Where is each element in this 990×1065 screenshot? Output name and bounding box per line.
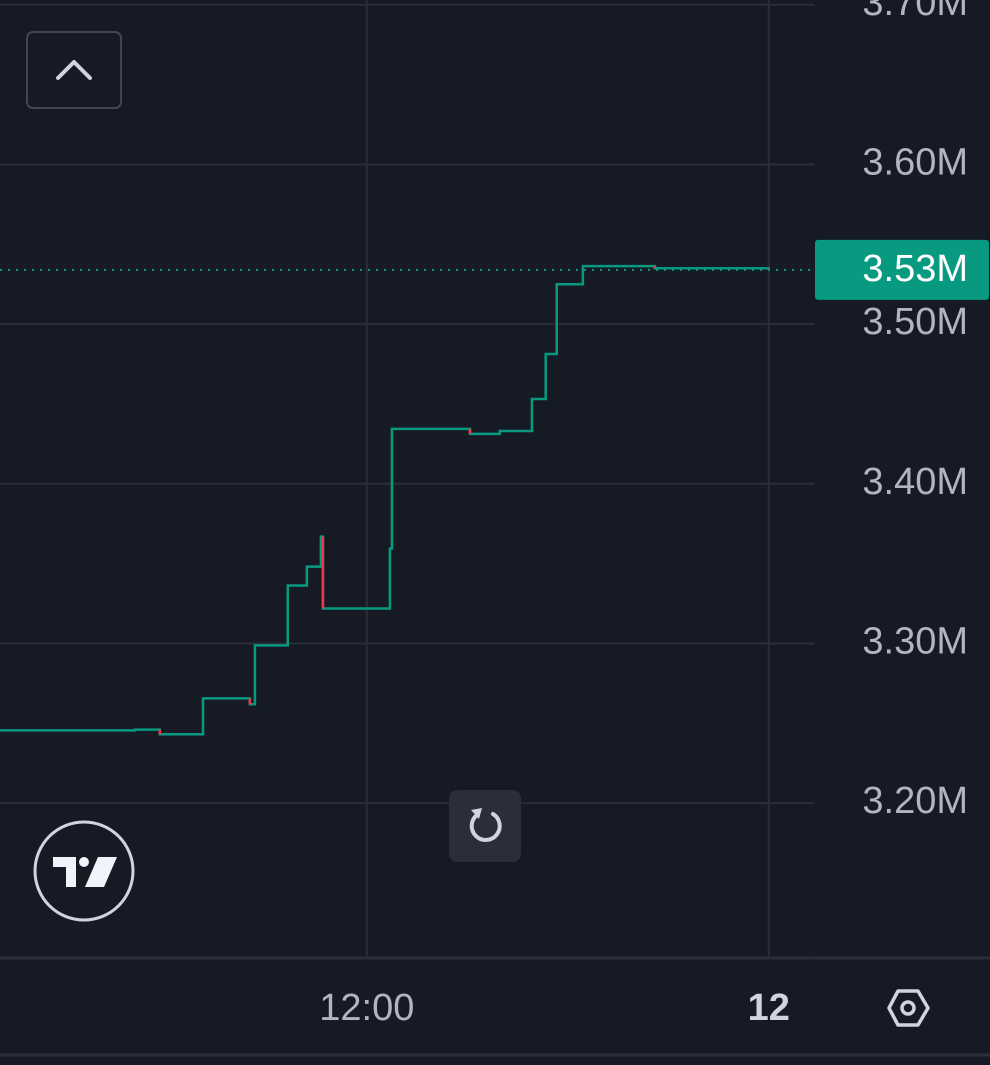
- settings-dot: [900, 1000, 916, 1016]
- y-tick-label: 3.40M: [862, 461, 968, 503]
- y-tick-label: 3.70M: [862, 0, 968, 24]
- chevron-up-icon: [56, 60, 92, 80]
- x-tick-label: 12:00: [319, 987, 414, 1029]
- tradingview-logo[interactable]: [33, 820, 135, 922]
- reset-button[interactable]: [449, 790, 521, 862]
- reset-icon-arrow: [471, 808, 482, 819]
- logo-v: [85, 857, 117, 887]
- collapse-button-frame[interactable]: [26, 31, 122, 109]
- logo-dot: [79, 857, 89, 867]
- x-tick-label: 12: [748, 987, 790, 1029]
- reset-icon-arc: [469, 812, 502, 842]
- logo-t: [53, 857, 76, 887]
- y-tick-label: 3.50M: [862, 301, 968, 343]
- logo-circle[interactable]: [33, 820, 135, 922]
- settings-button[interactable]: [887, 989, 930, 1027]
- last-price-tag: [815, 239, 989, 300]
- y-tick-label: 3.20M: [862, 780, 968, 822]
- y-tick-label: 3.30M: [862, 620, 968, 662]
- reset-button-frame[interactable]: [449, 790, 521, 862]
- collapse-button[interactable]: [26, 31, 122, 109]
- last-price-label: 3.53M: [862, 248, 968, 290]
- settings-hexagon[interactable]: [887, 989, 930, 1027]
- price-line: [0, 264, 771, 736]
- y-tick-label: 3.60M: [862, 141, 968, 183]
